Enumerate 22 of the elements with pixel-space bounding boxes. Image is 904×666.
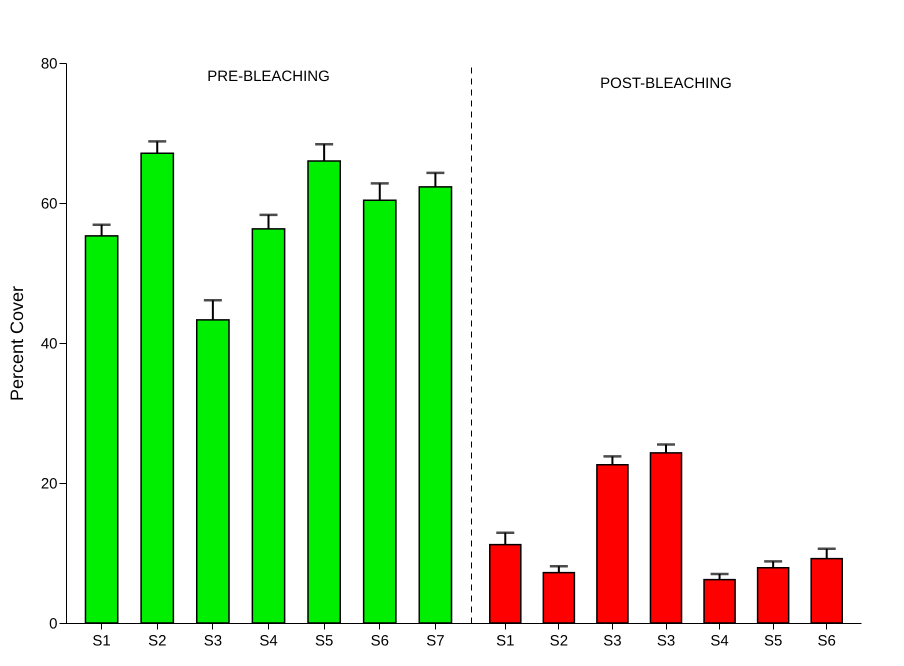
x-tick-label: S5 [764,632,782,650]
x-tick-label: S6 [370,632,389,650]
y-tick-label: 20 [40,476,58,492]
x-tick-label: S3 [603,632,622,650]
x-tick-label: S4 [259,632,278,650]
x-tick-label: S4 [710,632,729,650]
y-tick-label: 0 [49,616,58,632]
y-tick-label: 40 [40,336,58,352]
x-tick-label: S6 [818,632,836,650]
y-axis-title: Percent Cover [6,286,27,402]
x-tick-label: S5 [314,632,334,650]
x-tick-label: S1 [496,632,514,650]
text: POST-BLEACHING [600,75,732,92]
x-tick-label: S7 [426,632,445,650]
y-tick-label: 60 [40,196,58,212]
x-tick-label: S3 [656,632,676,650]
chart-title: PRE-BLEACHING [207,68,330,85]
y-tick-label: 80 [40,56,58,72]
x-tick-label: S1 [92,632,111,650]
x-tick-label: S3 [204,632,222,650]
x-tick-label: S2 [148,632,166,650]
x-tick-label: S2 [550,632,568,650]
